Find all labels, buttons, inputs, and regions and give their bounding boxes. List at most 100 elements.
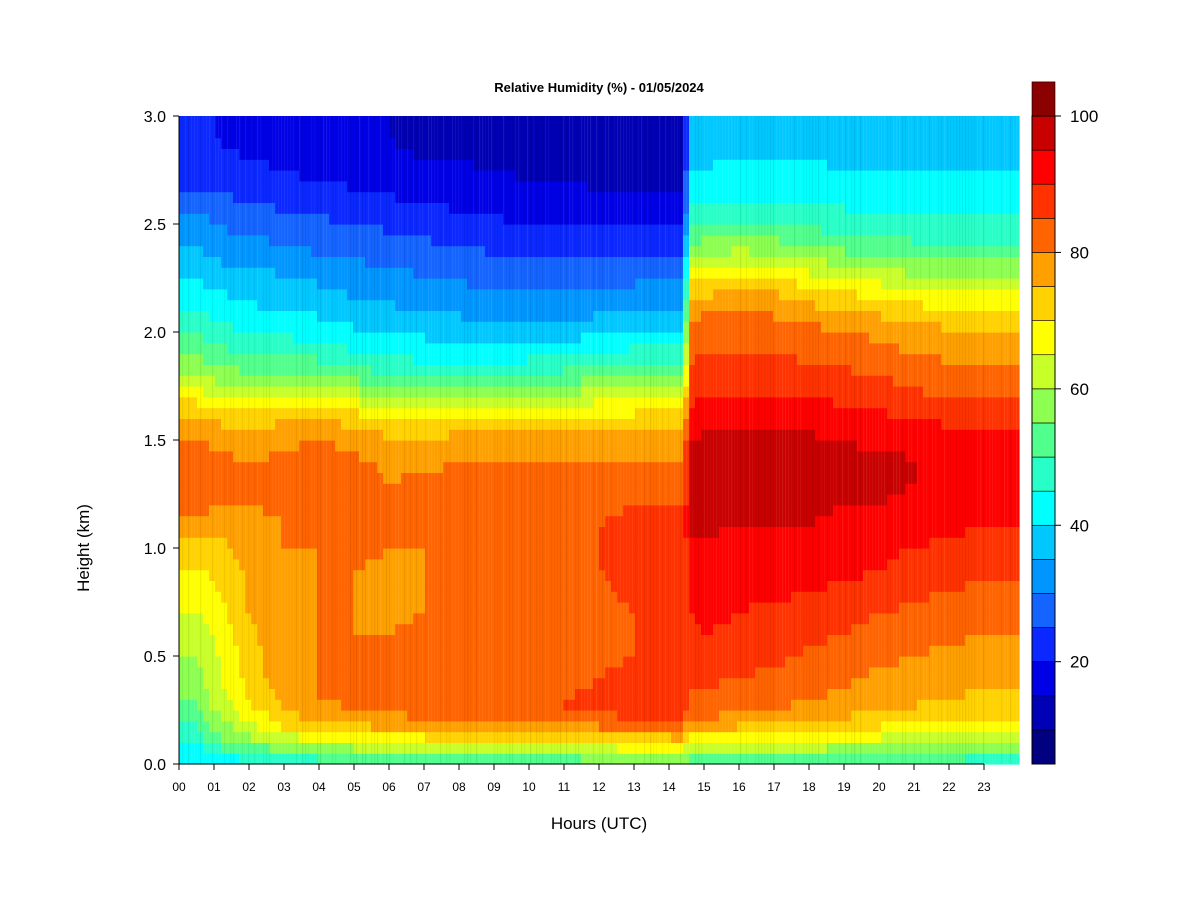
- heat-cell: [431, 267, 438, 279]
- heat-cell: [215, 602, 222, 614]
- heat-cell: [305, 710, 312, 722]
- heat-cell: [413, 440, 420, 452]
- heat-cell: [233, 245, 240, 257]
- heat-cell: [185, 753, 192, 765]
- heat-cell: [245, 342, 252, 355]
- heat-cell: [179, 159, 186, 171]
- heat-cell: [341, 753, 348, 765]
- heat-cell: [215, 558, 222, 571]
- heat-cell: [359, 494, 366, 506]
- heat-cell: [221, 612, 228, 625]
- heat-cell: [185, 731, 192, 743]
- heat-cell: [275, 288, 282, 301]
- heat-cell: [251, 461, 258, 473]
- heat-cell: [203, 494, 210, 506]
- heat-cell: [401, 256, 408, 268]
- heat-cell: [209, 278, 216, 290]
- heat-cell: [221, 375, 228, 387]
- heat-cell: [419, 504, 426, 517]
- heat-cell: [371, 612, 378, 625]
- heat-cell: [437, 548, 444, 560]
- heat-cell: [383, 580, 390, 592]
- heat-cell: [203, 386, 210, 398]
- heat-cell: [323, 612, 330, 625]
- heat-cell: [443, 256, 450, 268]
- heat-cell: [275, 645, 282, 657]
- heat-cell: [383, 364, 390, 376]
- heat-cell: [461, 159, 468, 171]
- heat-cell: [227, 137, 234, 149]
- heat-cell: [347, 483, 354, 495]
- heat-cell: [257, 450, 264, 463]
- heat-cell: [383, 504, 390, 517]
- heat-cell: [251, 126, 258, 139]
- heat-cell: [371, 720, 378, 733]
- heat-cell: [311, 234, 318, 247]
- heat-cell: [317, 267, 324, 279]
- heat-cell: [437, 526, 444, 538]
- heat-cell: [461, 720, 468, 733]
- heat-cell: [419, 494, 426, 506]
- heat-cell: [239, 386, 246, 398]
- heat-cell: [365, 278, 372, 290]
- heat-cell: [329, 429, 336, 441]
- heat-cell: [455, 299, 462, 311]
- chart-title: Relative Humidity (%) - 01/05/2024: [494, 80, 704, 95]
- heat-cell: [353, 180, 360, 193]
- heat-cell: [215, 472, 222, 484]
- heat-cell: [461, 504, 468, 517]
- heat-cell: [413, 310, 420, 322]
- heat-cell: [443, 666, 450, 679]
- heat-cell: [245, 634, 252, 646]
- heat-cell: [461, 450, 468, 463]
- heat-cell: [257, 321, 264, 333]
- heat-cell: [395, 580, 402, 592]
- heat-cell: [323, 688, 330, 700]
- heat-cell: [251, 645, 258, 657]
- heat-cell: [359, 332, 366, 344]
- heat-cell: [191, 440, 198, 452]
- heat-cell: [323, 375, 330, 387]
- heat-cell: [185, 299, 192, 311]
- heat-cell: [443, 288, 450, 301]
- heat-cell: [359, 483, 366, 495]
- heat-cell: [359, 342, 366, 355]
- heat-cell: [179, 170, 186, 182]
- heat-cell: [203, 299, 210, 311]
- heat-cell: [245, 591, 252, 603]
- heat-cell: [281, 677, 288, 689]
- heat-cell: [221, 548, 228, 560]
- heat-cell: [425, 494, 432, 506]
- heat-cell: [377, 245, 384, 257]
- heat-cell: [287, 612, 294, 625]
- heat-cell: [209, 677, 216, 689]
- heat-cell: [383, 256, 390, 268]
- heat-cell: [407, 396, 414, 409]
- heat-cell: [443, 688, 450, 700]
- heat-cell: [389, 580, 396, 592]
- heat-cell: [389, 234, 396, 247]
- heat-cell: [197, 353, 204, 365]
- heat-cell: [299, 656, 306, 668]
- heat-cell: [197, 224, 204, 236]
- heat-cell: [335, 504, 342, 517]
- heat-cell: [449, 224, 456, 236]
- heat-cell: [383, 515, 390, 527]
- heat-cell: [251, 353, 258, 365]
- heat-cell: [215, 537, 222, 549]
- heat-cell: [239, 537, 246, 549]
- heat-cell: [299, 720, 306, 733]
- heat-cell: [251, 666, 258, 679]
- heat-cell: [305, 429, 312, 441]
- heat-cell: [341, 288, 348, 301]
- heat-cell: [335, 558, 342, 571]
- heat-cell: [269, 731, 276, 743]
- heat-cell: [359, 386, 366, 398]
- heat-cell: [221, 310, 228, 322]
- heat-cell: [455, 537, 462, 549]
- heat-cell: [419, 612, 426, 625]
- heat-cell: [347, 677, 354, 689]
- heat-cell: [335, 364, 342, 376]
- heat-cell: [209, 710, 216, 722]
- heat-cell: [263, 137, 270, 149]
